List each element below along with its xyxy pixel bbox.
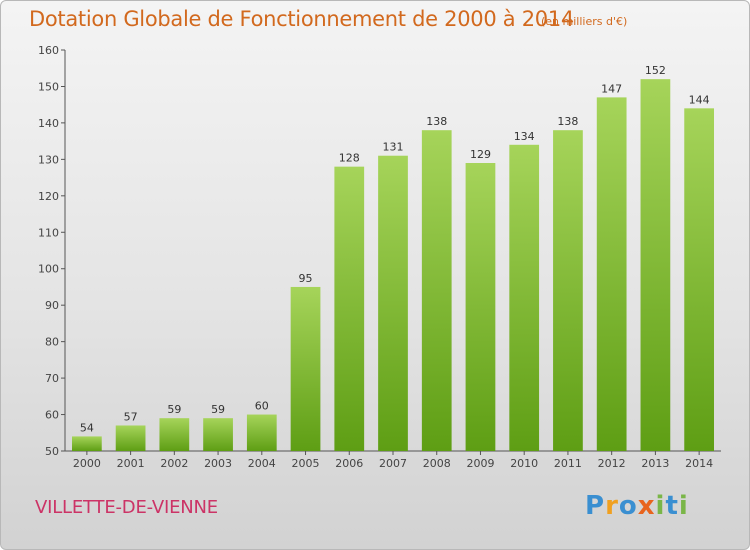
data-label: 54: [80, 421, 94, 434]
data-label: 129: [470, 148, 491, 161]
commune-name: VILLETTE-DE-VIENNE: [35, 497, 218, 518]
logo-letter: o: [618, 491, 638, 521]
logo-letter: x: [637, 491, 656, 521]
x-tick-label: 2005: [292, 457, 320, 470]
bar: [115, 425, 146, 451]
data-label: 57: [124, 410, 138, 423]
y-tick-label: 140: [38, 117, 59, 130]
data-label: 147: [601, 82, 622, 95]
chart-subtitle: (en milliers d'€): [541, 15, 628, 28]
bar: [465, 163, 496, 451]
data-label: 144: [689, 93, 710, 106]
logo-letter: P: [585, 491, 606, 521]
data-label: 131: [383, 141, 404, 154]
bar: [71, 436, 102, 451]
x-tick-label: 2006: [335, 457, 363, 470]
data-label: 128: [339, 152, 360, 165]
bar: [246, 414, 277, 451]
y-tick-label: 50: [45, 445, 59, 458]
x-axis: 2000 2001 2002 2003 2004 2005 2006 2007 2008 2009…: [65, 450, 721, 470]
y-axis: 50 60 70 80 90 100 110 120 130 140 150 160: [38, 44, 66, 458]
data-label: 138: [426, 115, 447, 128]
logo-letter: i: [678, 491, 689, 521]
x-tick-label: 2007: [379, 457, 407, 470]
y-tick-label: 90: [45, 299, 59, 312]
bar: [290, 286, 321, 451]
data-label: 138: [557, 115, 578, 128]
x-tick-label: 2011: [554, 457, 582, 470]
data-label: 59: [167, 403, 181, 416]
data-label: 60: [255, 400, 269, 413]
data-label: 134: [514, 130, 535, 143]
bar: [378, 155, 408, 451]
x-tick-label: 2008: [423, 457, 451, 470]
data-label: 95: [299, 272, 313, 285]
proxiti-logo[interactable]: Proxiti: [585, 491, 689, 521]
x-tick-label: 2002: [160, 457, 188, 470]
y-tick-label: 110: [38, 226, 59, 239]
y-tick-label: 160: [38, 44, 59, 57]
x-tick-label: 2012: [598, 457, 626, 470]
data-label: 152: [645, 64, 666, 77]
y-tick-label: 100: [38, 263, 59, 276]
x-tick-label: 2013: [641, 457, 669, 470]
bar: [640, 79, 671, 451]
bar: [421, 130, 452, 451]
y-tick-label: 120: [38, 190, 59, 203]
y-tick-label: 70: [45, 372, 59, 385]
bars: 54 57 59 59 60 95 128 131 138 129 134 138 147 152 144: [71, 64, 715, 452]
x-tick-label: 2014: [685, 457, 713, 470]
y-tick-label: 60: [45, 409, 59, 422]
logo-letter: t: [665, 491, 679, 521]
logo-letter: i: [655, 491, 666, 521]
bar: [684, 108, 715, 451]
x-tick-label: 2009: [466, 457, 494, 470]
bar: [203, 418, 233, 451]
logo-letter: r: [605, 491, 619, 521]
y-tick-label: 150: [38, 80, 59, 93]
bar: [509, 144, 540, 452]
x-tick-label: 2001: [117, 457, 145, 470]
bar: [596, 97, 627, 452]
data-label: 59: [211, 403, 225, 416]
bar: [159, 418, 190, 451]
x-tick-label: 2000: [73, 457, 101, 470]
y-tick-label: 80: [45, 336, 59, 349]
bar: [334, 166, 365, 451]
y-tick-label: 130: [38, 153, 59, 166]
x-tick-label: 2003: [204, 457, 232, 470]
chart-title: Dotation Globale de Fonctionnement de 20…: [29, 7, 574, 31]
x-tick-label: 2010: [510, 457, 538, 470]
bar: [553, 130, 583, 451]
x-tick-label: 2004: [248, 457, 276, 470]
